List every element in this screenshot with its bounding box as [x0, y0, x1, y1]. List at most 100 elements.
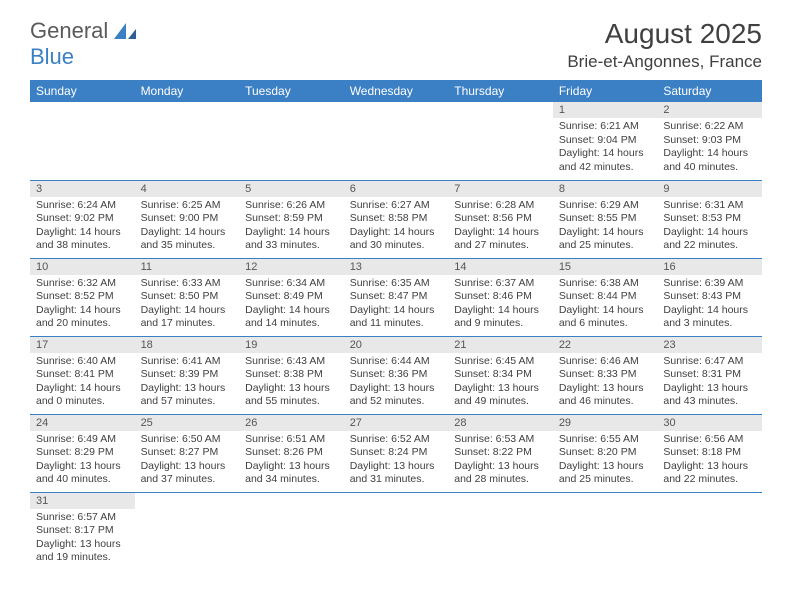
daylight-line: Daylight: 13 hours and 37 minutes.	[141, 460, 234, 487]
day-number: 21	[448, 337, 553, 353]
sunrise-line: Sunrise: 6:37 AM	[454, 277, 547, 291]
day-info: Sunrise: 6:50 AMSunset: 8:27 PMDaylight:…	[135, 431, 240, 492]
daylight-line: Daylight: 13 hours and 22 minutes.	[663, 460, 756, 487]
daylight-line: Daylight: 14 hours and 17 minutes.	[141, 304, 234, 331]
day-number: 26	[239, 415, 344, 431]
day-info: Sunrise: 6:26 AMSunset: 8:59 PMDaylight:…	[239, 197, 344, 258]
day-number: 15	[553, 259, 658, 275]
daylight-line: Daylight: 13 hours and 19 minutes.	[36, 538, 129, 565]
day-number: 5	[239, 181, 344, 197]
day-number: 31	[30, 493, 135, 509]
day-cell: 25Sunrise: 6:50 AMSunset: 8:27 PMDayligh…	[135, 414, 240, 492]
calendar-body: 1Sunrise: 6:21 AMSunset: 9:04 PMDaylight…	[30, 102, 762, 570]
day-cell: 31Sunrise: 6:57 AMSunset: 8:17 PMDayligh…	[30, 492, 135, 570]
day-info: Sunrise: 6:39 AMSunset: 8:43 PMDaylight:…	[657, 275, 762, 336]
sunrise-line: Sunrise: 6:33 AM	[141, 277, 234, 291]
day-number: 12	[239, 259, 344, 275]
day-cell: 23Sunrise: 6:47 AMSunset: 8:31 PMDayligh…	[657, 336, 762, 414]
day-info: Sunrise: 6:43 AMSunset: 8:38 PMDaylight:…	[239, 353, 344, 414]
sunset-line: Sunset: 8:47 PM	[350, 290, 443, 304]
sunrise-line: Sunrise: 6:56 AM	[663, 433, 756, 447]
sunrise-line: Sunrise: 6:21 AM	[559, 120, 652, 134]
day-number: 14	[448, 259, 553, 275]
day-number: 29	[553, 415, 658, 431]
header: General August 2025 Brie-et-Angonnes, Fr…	[0, 0, 792, 80]
day-cell: 11Sunrise: 6:33 AMSunset: 8:50 PMDayligh…	[135, 258, 240, 336]
day-cell: 20Sunrise: 6:44 AMSunset: 8:36 PMDayligh…	[344, 336, 449, 414]
daylight-line: Daylight: 14 hours and 3 minutes.	[663, 304, 756, 331]
day-info: Sunrise: 6:53 AMSunset: 8:22 PMDaylight:…	[448, 431, 553, 492]
sunset-line: Sunset: 8:20 PM	[559, 446, 652, 460]
daylight-line: Daylight: 13 hours and 55 minutes.	[245, 382, 338, 409]
sunrise-line: Sunrise: 6:41 AM	[141, 355, 234, 369]
header-wed: Wednesday	[344, 80, 449, 102]
sunrise-line: Sunrise: 6:29 AM	[559, 199, 652, 213]
day-cell: 6Sunrise: 6:27 AMSunset: 8:58 PMDaylight…	[344, 180, 449, 258]
sunset-line: Sunset: 8:43 PM	[663, 290, 756, 304]
header-thu: Thursday	[448, 80, 553, 102]
day-number: 19	[239, 337, 344, 353]
day-cell	[344, 492, 449, 570]
sunset-line: Sunset: 8:44 PM	[559, 290, 652, 304]
daylight-line: Daylight: 14 hours and 30 minutes.	[350, 226, 443, 253]
day-number: 13	[344, 259, 449, 275]
sunset-line: Sunset: 9:00 PM	[141, 212, 234, 226]
day-cell: 19Sunrise: 6:43 AMSunset: 8:38 PMDayligh…	[239, 336, 344, 414]
day-number: 22	[553, 337, 658, 353]
sunset-line: Sunset: 8:59 PM	[245, 212, 338, 226]
daylight-line: Daylight: 14 hours and 14 minutes.	[245, 304, 338, 331]
day-cell: 3Sunrise: 6:24 AMSunset: 9:02 PMDaylight…	[30, 180, 135, 258]
daylight-line: Daylight: 14 hours and 35 minutes.	[141, 226, 234, 253]
day-info: Sunrise: 6:41 AMSunset: 8:39 PMDaylight:…	[135, 353, 240, 414]
sunset-line: Sunset: 9:03 PM	[663, 134, 756, 148]
sunrise-line: Sunrise: 6:44 AM	[350, 355, 443, 369]
day-info: Sunrise: 6:22 AMSunset: 9:03 PMDaylight:…	[657, 118, 762, 179]
day-header-row: Sunday Monday Tuesday Wednesday Thursday…	[30, 80, 762, 102]
day-info: Sunrise: 6:55 AMSunset: 8:20 PMDaylight:…	[553, 431, 658, 492]
day-number: 17	[30, 337, 135, 353]
sunset-line: Sunset: 9:04 PM	[559, 134, 652, 148]
day-info: Sunrise: 6:32 AMSunset: 8:52 PMDaylight:…	[30, 275, 135, 336]
day-cell	[239, 102, 344, 180]
day-cell	[135, 102, 240, 180]
sunrise-line: Sunrise: 6:25 AM	[141, 199, 234, 213]
day-info: Sunrise: 6:37 AMSunset: 8:46 PMDaylight:…	[448, 275, 553, 336]
day-number: 2	[657, 102, 762, 118]
sunset-line: Sunset: 8:46 PM	[454, 290, 547, 304]
daylight-line: Daylight: 13 hours and 34 minutes.	[245, 460, 338, 487]
daylight-line: Daylight: 13 hours and 40 minutes.	[36, 460, 129, 487]
day-info: Sunrise: 6:28 AMSunset: 8:56 PMDaylight:…	[448, 197, 553, 258]
daylight-line: Daylight: 13 hours and 25 minutes.	[559, 460, 652, 487]
week-row: 10Sunrise: 6:32 AMSunset: 8:52 PMDayligh…	[30, 258, 762, 336]
day-number: 23	[657, 337, 762, 353]
day-info: Sunrise: 6:56 AMSunset: 8:18 PMDaylight:…	[657, 431, 762, 492]
sunrise-line: Sunrise: 6:32 AM	[36, 277, 129, 291]
sunrise-line: Sunrise: 6:43 AM	[245, 355, 338, 369]
daylight-line: Daylight: 13 hours and 43 minutes.	[663, 382, 756, 409]
day-cell: 17Sunrise: 6:40 AMSunset: 8:41 PMDayligh…	[30, 336, 135, 414]
header-sat: Saturday	[657, 80, 762, 102]
day-number: 25	[135, 415, 240, 431]
sunrise-line: Sunrise: 6:53 AM	[454, 433, 547, 447]
day-info: Sunrise: 6:40 AMSunset: 8:41 PMDaylight:…	[30, 353, 135, 414]
daylight-line: Daylight: 14 hours and 11 minutes.	[350, 304, 443, 331]
title-block: August 2025 Brie-et-Angonnes, France	[567, 18, 762, 72]
daylight-line: Daylight: 13 hours and 31 minutes.	[350, 460, 443, 487]
day-number: 20	[344, 337, 449, 353]
daylight-line: Daylight: 13 hours and 28 minutes.	[454, 460, 547, 487]
day-number: 10	[30, 259, 135, 275]
day-cell: 26Sunrise: 6:51 AMSunset: 8:26 PMDayligh…	[239, 414, 344, 492]
day-cell: 13Sunrise: 6:35 AMSunset: 8:47 PMDayligh…	[344, 258, 449, 336]
daylight-line: Daylight: 14 hours and 42 minutes.	[559, 147, 652, 174]
header-fri: Friday	[553, 80, 658, 102]
day-cell: 24Sunrise: 6:49 AMSunset: 8:29 PMDayligh…	[30, 414, 135, 492]
day-cell: 10Sunrise: 6:32 AMSunset: 8:52 PMDayligh…	[30, 258, 135, 336]
week-row: 3Sunrise: 6:24 AMSunset: 9:02 PMDaylight…	[30, 180, 762, 258]
day-cell: 21Sunrise: 6:45 AMSunset: 8:34 PMDayligh…	[448, 336, 553, 414]
sunrise-line: Sunrise: 6:55 AM	[559, 433, 652, 447]
day-info: Sunrise: 6:49 AMSunset: 8:29 PMDaylight:…	[30, 431, 135, 492]
sunset-line: Sunset: 8:18 PM	[663, 446, 756, 460]
day-cell: 7Sunrise: 6:28 AMSunset: 8:56 PMDaylight…	[448, 180, 553, 258]
day-number: 9	[657, 181, 762, 197]
day-cell	[344, 102, 449, 180]
